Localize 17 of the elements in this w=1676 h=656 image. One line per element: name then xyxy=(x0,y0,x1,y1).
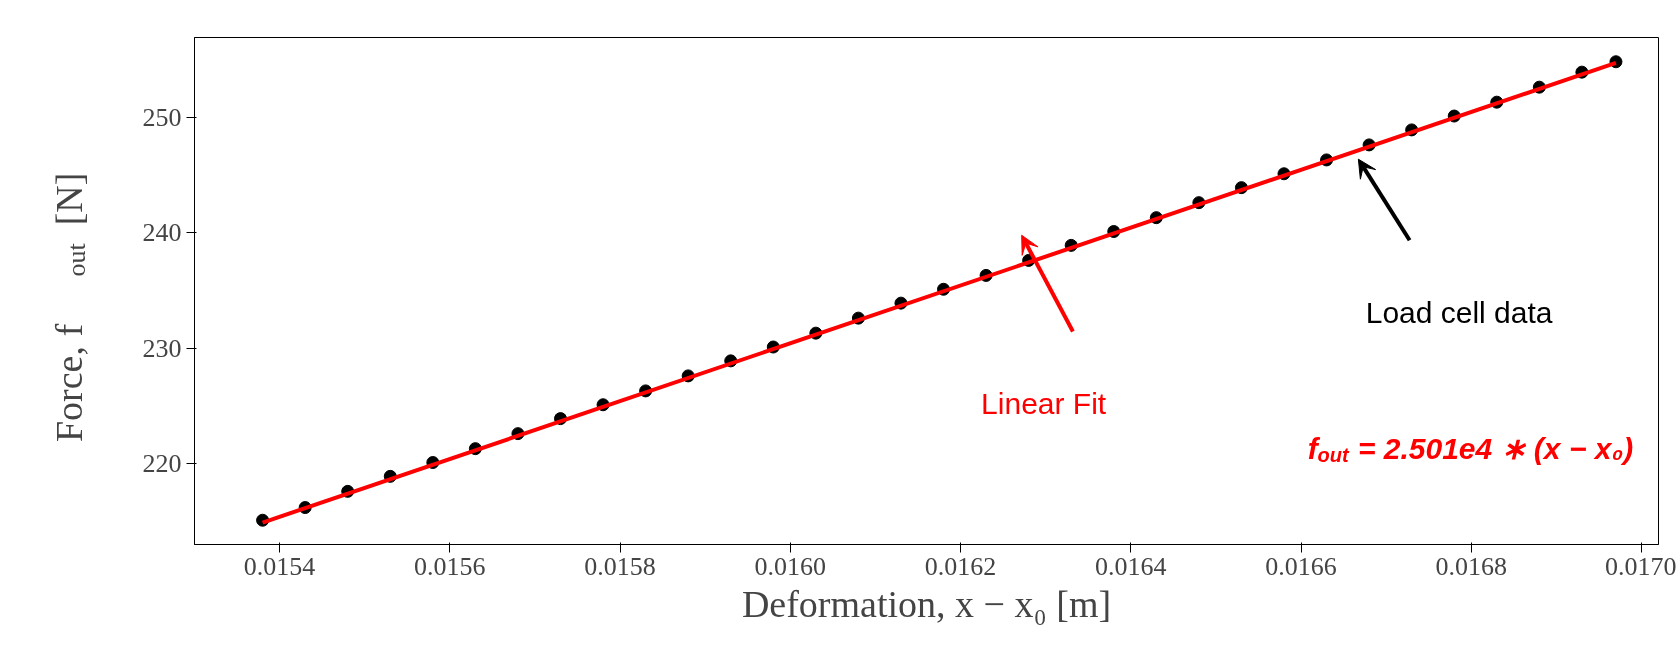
x-tick-label: 0.0156 xyxy=(414,551,486,581)
text: Force, fout [N] xyxy=(47,172,92,443)
x-tick-label: 0.0168 xyxy=(1435,551,1507,581)
y-tick-label: 220 xyxy=(142,449,182,479)
x-tick-label: 0.0170 xyxy=(1605,551,1676,581)
annotation: Load cell data xyxy=(1365,296,1553,330)
x-tick-label: 0.0158 xyxy=(584,551,656,581)
x-tick-label: 0.0162 xyxy=(924,551,997,581)
y-tick-label: 230 xyxy=(142,333,182,363)
x-axis-title: Deformation, x − x₀ [m] xyxy=(741,582,1112,625)
x-tick-label: 0.0160 xyxy=(754,551,827,581)
y-tick-label: 250 xyxy=(142,102,182,132)
x-tick-label: 0.0166 xyxy=(1265,551,1337,581)
y-tick-label: 240 xyxy=(142,218,182,248)
annotation: Linear Fit xyxy=(981,387,1107,421)
x-tick-label: 0.0164 xyxy=(1095,551,1167,581)
x-tick-label: 0.0154 xyxy=(243,551,316,581)
